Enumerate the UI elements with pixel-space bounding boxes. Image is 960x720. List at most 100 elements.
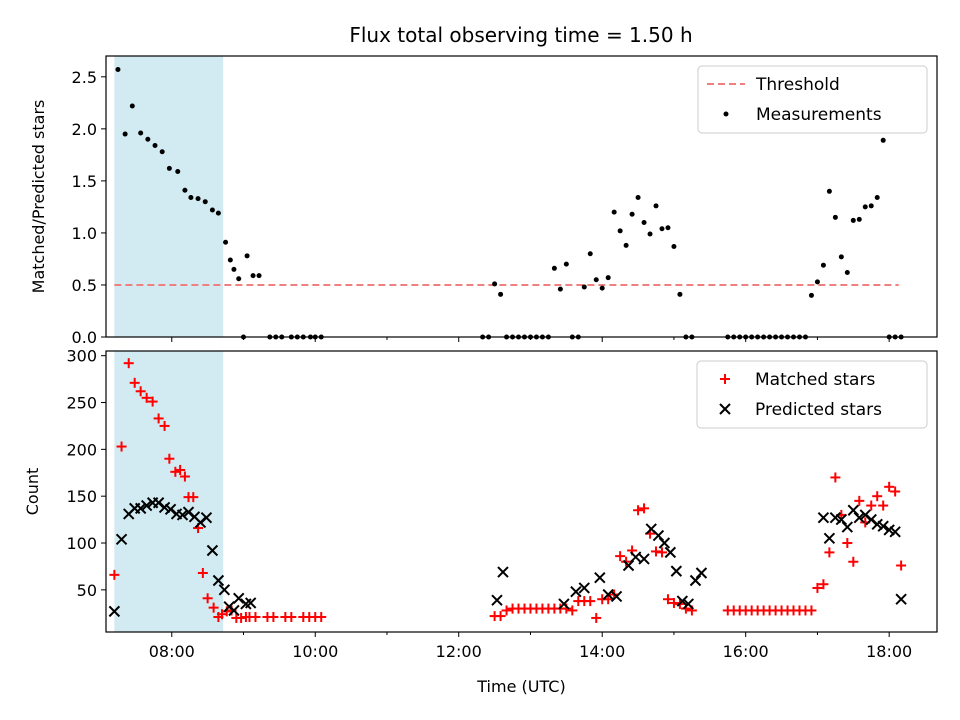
predicted-stars-point bbox=[682, 598, 695, 610]
matched-stars-point bbox=[109, 569, 120, 580]
matched-stars-point bbox=[197, 567, 208, 578]
matched-stars-point bbox=[848, 556, 859, 567]
measurements-point bbox=[215, 210, 221, 216]
matched-stars-point bbox=[175, 464, 186, 475]
measurements-point bbox=[138, 130, 144, 136]
measurements-point bbox=[209, 207, 215, 213]
measurements-point bbox=[635, 195, 641, 201]
measurements-point bbox=[677, 291, 683, 297]
measurements-point bbox=[647, 231, 653, 237]
matched-stars-point bbox=[662, 594, 673, 605]
matched-stars-point bbox=[824, 547, 835, 558]
legend-box bbox=[697, 65, 928, 134]
measurements-point bbox=[175, 169, 181, 175]
measurements-point bbox=[166, 165, 172, 171]
measurements-point bbox=[826, 188, 832, 194]
y-tick-label: 50 bbox=[77, 581, 97, 600]
measurements-point bbox=[856, 216, 862, 222]
matched-stars-point bbox=[316, 612, 327, 623]
matched-stars-point bbox=[872, 491, 883, 502]
measurements-point bbox=[244, 253, 250, 259]
predicted-stars-point bbox=[140, 499, 153, 512]
y-tick-label: 1.0 bbox=[72, 224, 97, 243]
matched-stars-point bbox=[854, 495, 865, 506]
x-tick-label: 14:00 bbox=[579, 642, 625, 661]
predicted-stars-point bbox=[841, 521, 854, 533]
predicted-stars-point bbox=[491, 594, 503, 606]
y-tick-label: 200 bbox=[66, 440, 97, 459]
matched-stars-point bbox=[208, 602, 219, 613]
count-legend: Matched stars Predicted stars bbox=[696, 360, 928, 429]
matched-stars-point bbox=[501, 605, 512, 616]
predicted-stars-point bbox=[558, 598, 570, 610]
matched-stars-point bbox=[812, 582, 823, 593]
measurements-point bbox=[223, 239, 229, 245]
measurements-point bbox=[671, 243, 677, 249]
matched-stars-point bbox=[639, 503, 650, 514]
count-y-axis-label: Count bbox=[23, 468, 42, 516]
matched-stars-point bbox=[896, 560, 907, 571]
count-marks bbox=[108, 358, 907, 623]
predicted-stars-point bbox=[497, 566, 509, 578]
chart-title: Flux total observing time = 1.50 h bbox=[349, 23, 692, 47]
measurements-point bbox=[611, 209, 617, 215]
predicted-stars-point bbox=[212, 574, 225, 587]
measurements-point bbox=[563, 261, 569, 267]
legend-label-threshold: Threshold bbox=[755, 75, 840, 95]
matched-stars-point bbox=[495, 611, 506, 622]
measurements-point bbox=[236, 276, 242, 282]
measurements-point bbox=[227, 257, 233, 263]
ratio-axes-frame bbox=[105, 55, 938, 338]
predicted-stars-point bbox=[570, 586, 582, 598]
observing-window-span bbox=[114, 351, 224, 632]
predicted-stars-point bbox=[602, 588, 614, 601]
measurements-point bbox=[195, 196, 201, 202]
measurements-point bbox=[880, 137, 886, 143]
y-tick-label: 2.0 bbox=[72, 120, 97, 139]
predicted-stars-point bbox=[695, 567, 708, 579]
x-tick-label: 10:00 bbox=[292, 642, 338, 661]
matched-stars-point bbox=[878, 500, 889, 511]
matched-stars-point bbox=[123, 358, 134, 369]
measurements-point bbox=[844, 269, 850, 275]
measurements-point bbox=[581, 284, 587, 290]
measurements-point bbox=[617, 228, 623, 234]
predicted-stars-point bbox=[689, 574, 702, 587]
measurements-point bbox=[492, 281, 498, 287]
measurements-point bbox=[629, 211, 635, 217]
matched-stars-point bbox=[806, 605, 817, 616]
measurements-point bbox=[587, 251, 593, 257]
legend-swatch-predicted-stars bbox=[719, 403, 731, 415]
measurements-point bbox=[850, 217, 856, 223]
matched-stars-point bbox=[656, 547, 667, 558]
predicted-stars-point bbox=[670, 565, 683, 577]
predicted-stars-point bbox=[610, 590, 623, 603]
matched-stars-point bbox=[147, 396, 158, 407]
measurements-point bbox=[820, 262, 826, 268]
predicted-stars-point bbox=[823, 532, 836, 545]
predicted-stars-point bbox=[206, 544, 219, 557]
matched-stars-point bbox=[170, 466, 181, 477]
matched-stars-point bbox=[164, 453, 175, 464]
matched-stars-point bbox=[633, 505, 644, 516]
predicted-stars-point bbox=[578, 582, 590, 594]
predicted-stars-point bbox=[108, 605, 121, 618]
ratio-y-ticks: 0.0 0.5 1.0 1.5 2.0 2.5 bbox=[72, 68, 106, 347]
matched-stars-point bbox=[188, 492, 199, 503]
legend-box bbox=[696, 360, 928, 429]
legend-label-measurements: Measurements bbox=[756, 105, 882, 125]
predicted-stars-point bbox=[176, 509, 189, 521]
predicted-stars-point bbox=[817, 512, 830, 524]
predicted-stars-point bbox=[658, 537, 671, 549]
measurements-point bbox=[641, 220, 647, 226]
matched-stars-point bbox=[153, 413, 164, 424]
predicted-stars-point bbox=[233, 592, 245, 604]
measurements-point bbox=[874, 195, 880, 201]
count-x-ticks: 08:00 10:00 12:00 14:00 16:00 18:00 bbox=[149, 632, 912, 661]
count-panel: 50 100 150 200 250 300 08:00 10:00 12:00 14:00 16… bbox=[23, 347, 938, 696]
measurements-point bbox=[557, 286, 563, 292]
predicted-stars-point bbox=[853, 512, 865, 524]
matched-stars-point bbox=[159, 420, 170, 431]
measurements-point bbox=[665, 225, 671, 231]
